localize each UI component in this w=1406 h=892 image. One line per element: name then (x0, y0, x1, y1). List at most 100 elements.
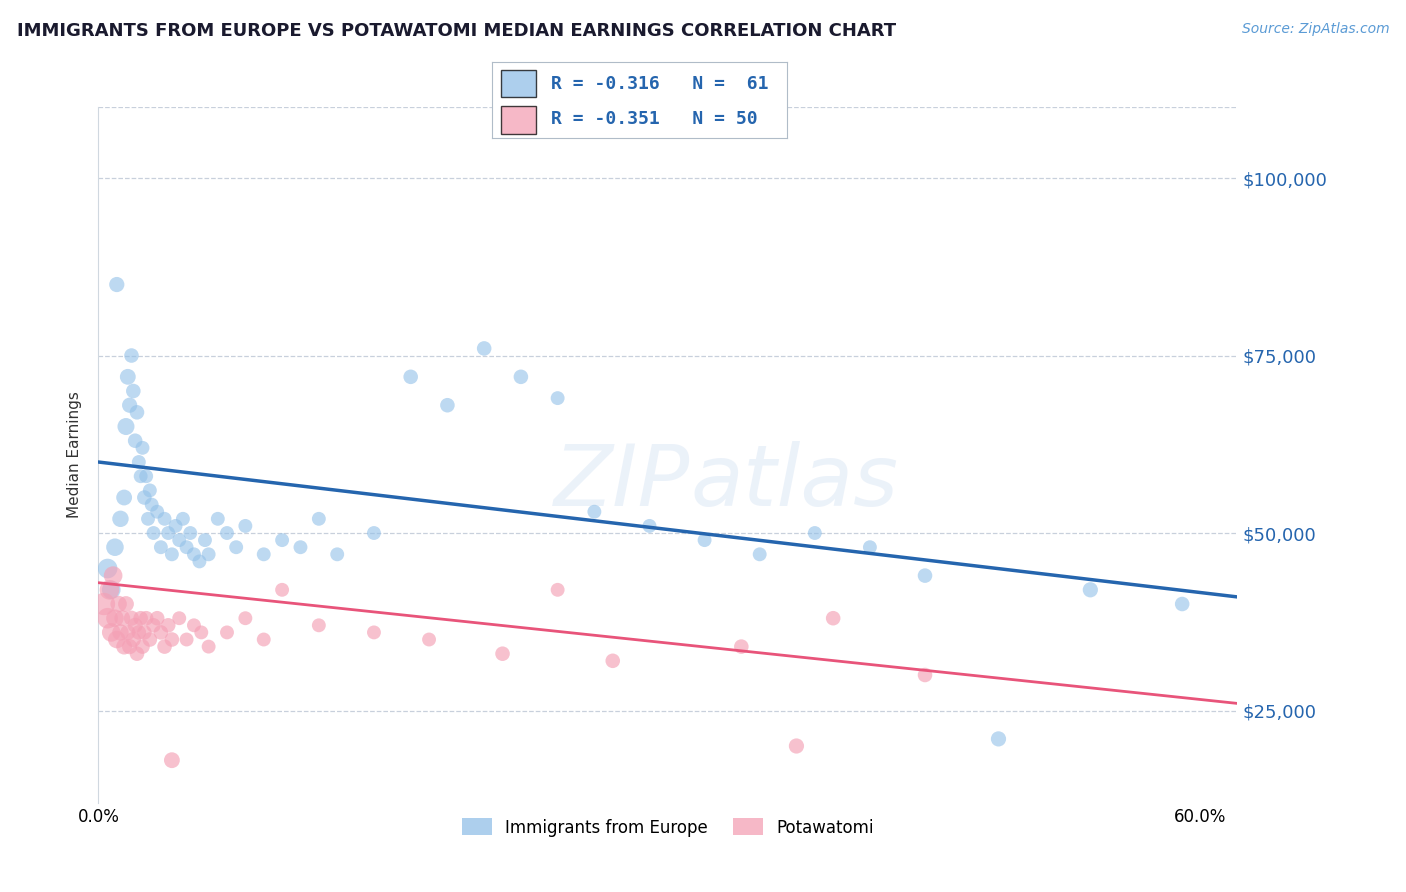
Point (125, 647, 148, 661)
Point (110, 625, 132, 640)
Point (167, 533, 190, 548)
Point (190, 625, 212, 640)
Point (253, 632, 276, 647)
Point (215, 526, 238, 541)
Point (547, 582, 569, 597)
Text: Source: ZipAtlas.com: Source: ZipAtlas.com (1241, 22, 1389, 37)
Point (1078, 582, 1101, 597)
Point (136, 512, 159, 526)
Point (121, 611, 143, 625)
Point (117, 625, 139, 640)
Point (987, 731, 1010, 746)
Point (121, 349, 143, 363)
Point (125, 405, 148, 419)
Text: IMMIGRANTS FROM EUROPE VS POTAWATOMI MEDIAN EARNINGS CORRELATION CHART: IMMIGRANTS FROM EUROPE VS POTAWATOMI MED… (17, 22, 896, 40)
Point (128, 625, 150, 640)
Point (142, 526, 165, 541)
Point (183, 547, 205, 561)
Point (135, 469, 157, 483)
Point (100, 625, 122, 640)
Point (160, 547, 183, 561)
Point (253, 547, 276, 561)
Point (160, 753, 183, 767)
Point (509, 369, 531, 384)
Point (122, 632, 145, 647)
Point (118, 398, 141, 412)
Point (146, 611, 169, 625)
Point (215, 625, 238, 640)
Point (105, 277, 128, 292)
Point (149, 625, 172, 640)
Point (146, 505, 169, 519)
Point (176, 632, 198, 647)
Point (225, 540, 247, 554)
Point (118, 640, 141, 654)
Point (197, 640, 219, 654)
Point (97, 611, 120, 625)
Point (235, 519, 257, 533)
Point (271, 533, 294, 548)
Point (134, 491, 156, 505)
Point (399, 369, 422, 384)
Point (98, 582, 121, 597)
Point (172, 512, 194, 526)
Point (139, 632, 162, 647)
Point (547, 391, 569, 405)
Point (491, 647, 513, 661)
Point (472, 342, 495, 356)
Point (101, 568, 124, 582)
FancyBboxPatch shape (501, 70, 536, 97)
Point (859, 540, 882, 554)
Point (129, 469, 152, 483)
Point (128, 455, 150, 469)
Point (153, 640, 176, 654)
Text: R = -0.351   N = 50: R = -0.351 N = 50 (551, 110, 758, 128)
Point (104, 611, 127, 625)
Point (197, 547, 219, 561)
Text: ZIP: ZIP (554, 442, 690, 524)
Point (139, 483, 162, 498)
Y-axis label: Median Earnings: Median Earnings (67, 392, 83, 518)
Point (115, 419, 138, 434)
Point (194, 533, 217, 548)
Point (693, 533, 716, 548)
Point (1171, 597, 1194, 611)
Point (141, 498, 163, 512)
Point (638, 519, 661, 533)
Point (111, 611, 134, 625)
Point (110, 512, 132, 526)
Point (93, 597, 115, 611)
Point (583, 505, 606, 519)
Point (115, 597, 138, 611)
Point (124, 434, 146, 448)
Point (104, 540, 127, 554)
Point (131, 640, 153, 654)
Point (804, 526, 827, 541)
Point (785, 739, 807, 753)
Point (134, 625, 156, 640)
Point (165, 519, 187, 533)
Point (235, 611, 257, 625)
Point (142, 618, 165, 632)
Point (117, 369, 139, 384)
Point (100, 582, 122, 597)
Point (129, 611, 152, 625)
Point (97, 561, 120, 575)
Point (112, 640, 135, 654)
Point (105, 632, 128, 647)
Point (135, 611, 157, 625)
Point (183, 618, 205, 632)
Point (124, 618, 146, 632)
Point (149, 540, 172, 554)
Point (418, 632, 440, 647)
Point (602, 654, 624, 668)
Point (167, 611, 190, 625)
Point (308, 618, 330, 632)
Point (160, 632, 183, 647)
Point (363, 625, 385, 640)
Point (122, 384, 145, 398)
Point (271, 582, 294, 597)
Point (188, 554, 211, 568)
Point (131, 441, 153, 455)
Point (914, 568, 936, 582)
